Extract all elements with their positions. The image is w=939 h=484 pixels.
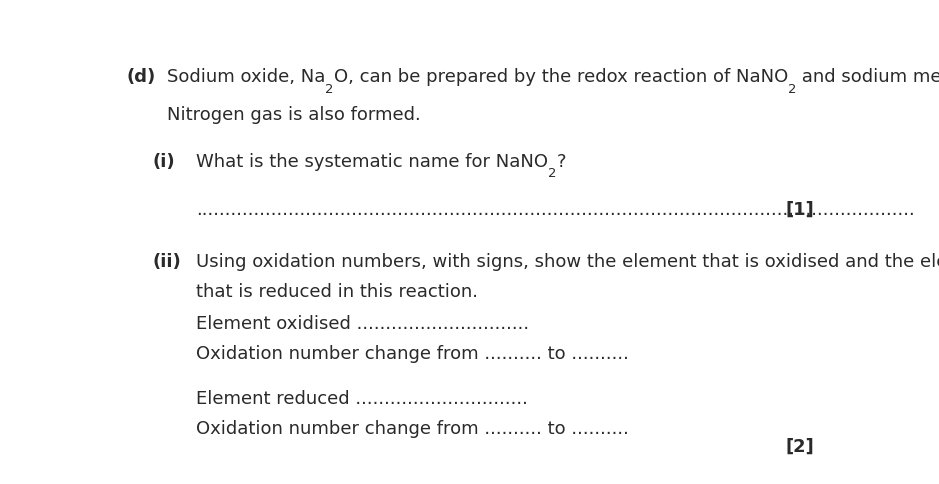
Text: Oxidation number change from .......... to ..........: Oxidation number change from .......... …: [196, 419, 629, 437]
Text: Oxidation number change from .......... to ..........: Oxidation number change from .......... …: [196, 344, 629, 362]
Text: (i): (i): [152, 152, 175, 170]
Text: ................................................................................: ........................................…: [196, 201, 915, 219]
Text: (ii): (ii): [152, 253, 181, 271]
Text: [1]: [1]: [786, 201, 814, 219]
Text: and sodium metal.: and sodium metal.: [796, 68, 939, 86]
Text: 2: 2: [548, 166, 557, 180]
Text: What is the systematic name for NaNO: What is the systematic name for NaNO: [196, 152, 548, 170]
Text: Element reduced ..............................: Element reduced ........................…: [196, 389, 528, 407]
Text: (d): (d): [127, 68, 156, 86]
Text: Nitrogen gas is also formed.: Nitrogen gas is also formed.: [167, 106, 421, 123]
Text: that is reduced in this reaction.: that is reduced in this reaction.: [196, 283, 478, 301]
Text: ?: ?: [557, 152, 566, 170]
Text: Sodium oxide, Na: Sodium oxide, Na: [167, 68, 325, 86]
Text: Using oxidation numbers, with signs, show the element that is oxidised and the e: Using oxidation numbers, with signs, sho…: [196, 253, 939, 271]
Text: O, can be prepared by the redox reaction of NaNO: O, can be prepared by the redox reaction…: [333, 68, 788, 86]
Text: [2]: [2]: [786, 437, 814, 455]
Text: 2: 2: [325, 83, 333, 96]
Text: 2: 2: [788, 83, 796, 96]
Text: Element oxidised ..............................: Element oxidised .......................…: [196, 314, 529, 332]
